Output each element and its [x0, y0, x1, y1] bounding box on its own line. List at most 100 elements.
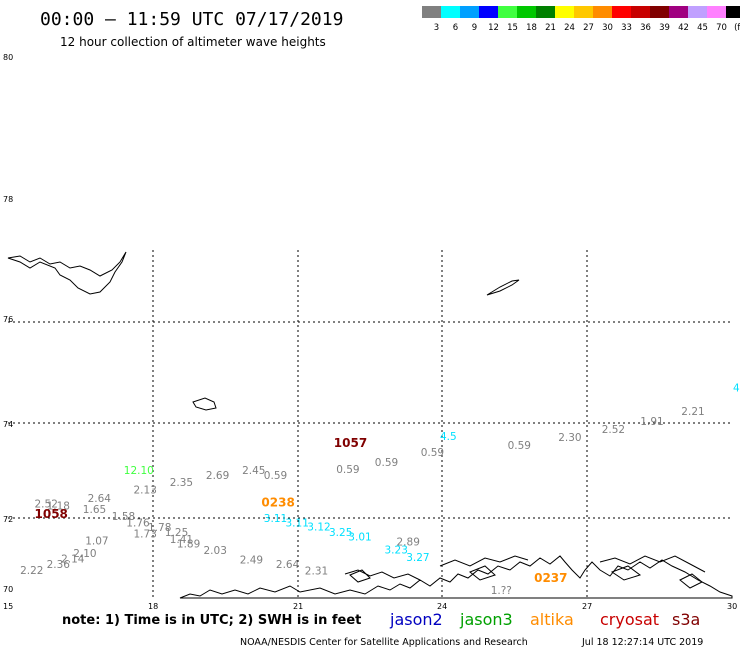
norway-coast — [179, 555, 733, 599]
footer-timestamp: Jul 18 12:27:14 UTC 2019 — [581, 637, 703, 648]
mission-legend: jason2 jason3 altika cryosat s3a — [389, 610, 700, 629]
swh-value: 0.59 — [375, 457, 398, 469]
swh-value: 2.36 — [47, 559, 71, 571]
longitude-labels: 15 18 21 24 27 30 — [3, 602, 737, 611]
lat-label: 72 — [3, 515, 13, 524]
scale-label: 6 — [453, 23, 458, 33]
scale-swatch — [441, 6, 460, 18]
coast-islands — [349, 565, 703, 589]
lat-label: 78 — [3, 195, 13, 204]
scale-label: 9 — [472, 23, 477, 33]
scale-swatch — [460, 6, 479, 18]
scale-swatch — [726, 6, 740, 18]
map-subtitle: 12 hour collection of altimeter wave hei… — [60, 35, 326, 49]
scale-label: 18 — [526, 23, 537, 33]
lon-label: 21 — [293, 602, 303, 611]
lat-label: 80 — [3, 53, 13, 62]
swh-value: 2.10 — [73, 548, 96, 560]
norway-fjords — [344, 555, 706, 581]
swh-value: 0.59 — [264, 470, 287, 482]
mission-label: jason3 — [459, 610, 513, 629]
scale-swatch — [517, 6, 536, 18]
bear-island — [192, 397, 217, 411]
scale-label: 45 — [697, 23, 708, 33]
swh-value: 1.89 — [177, 538, 200, 550]
mission-label: jason2 — [389, 610, 443, 629]
swh-value-jason3: 12.10 — [124, 465, 154, 477]
swh-value: 1.58 — [112, 511, 135, 523]
swh-value: 2.45 — [242, 465, 265, 477]
pass-time-label: 1058 — [35, 507, 68, 521]
swh-value: 1.25 — [165, 527, 188, 539]
footer-credit: NOAA/NESDIS Center for Satellite Applica… — [240, 637, 528, 648]
scale-label: 36 — [640, 23, 651, 33]
swh-value: 2.89 — [397, 536, 420, 548]
swh-value: 1.78 — [148, 522, 171, 534]
swh-value-jason2: 3.27 — [406, 552, 429, 564]
scale-swatch — [593, 6, 612, 18]
swh-value: 1.18 — [47, 500, 70, 512]
scale-label: 33 — [621, 23, 632, 33]
swh-value: 1.91 — [640, 416, 663, 428]
scale-swatch — [498, 6, 517, 18]
swh-value: 2.69 — [206, 470, 229, 482]
scale-swatch — [688, 6, 707, 18]
hopen-island — [486, 279, 520, 296]
swh-value: 0.59 — [508, 440, 531, 452]
swh-value: 2.13 — [134, 485, 157, 497]
scale-label: 42 — [678, 23, 689, 33]
swh-value-jason2: 3.25 — [329, 527, 352, 539]
pass-time-label: 0238 — [261, 495, 294, 509]
swh-value: 1.76 — [126, 518, 150, 530]
mission-label: altika — [530, 610, 574, 629]
swh-value: 2.52 — [602, 424, 625, 436]
scale-swatch — [650, 6, 669, 18]
lon-label: 15 — [3, 602, 13, 611]
scale-label: 30 — [602, 23, 613, 33]
swh-value: 2.64 — [276, 559, 300, 571]
swh-value: 1.65 — [83, 504, 106, 516]
scale-swatch — [669, 6, 688, 18]
lat-label: 74 — [3, 420, 13, 429]
scale-label: 70 — [716, 23, 727, 33]
lon-label: 27 — [582, 602, 592, 611]
swh-value: 0.59 — [421, 447, 444, 459]
swh-value: 1.41 — [170, 534, 193, 546]
scale-label: 15 — [507, 23, 518, 33]
swh-value-jason2: 4. — [733, 383, 740, 395]
pass-time-label: 0237 — [534, 571, 567, 585]
swh-value: 2.14 — [61, 554, 85, 566]
coastlines — [7, 251, 733, 599]
swh-value: 2.52 — [35, 498, 58, 510]
scale-label: 27 — [583, 23, 594, 33]
swh-value: 0.59 — [336, 464, 359, 476]
swh-value-jason2: 3.12 — [307, 521, 330, 533]
swh-value: 2.64 — [88, 493, 112, 505]
lon-label: 30 — [727, 602, 737, 611]
swh-value-jason2: 3.11 — [264, 513, 287, 525]
pass-time-label: 1057 — [334, 436, 367, 450]
scale-swatch — [574, 6, 593, 18]
swh-value: 2.03 — [204, 545, 227, 557]
scale-label: 39 — [659, 23, 670, 33]
mission-label: cryosat — [600, 610, 659, 629]
swh-value-jason2: 3.23 — [385, 545, 408, 557]
scale-label: 3 — [434, 23, 439, 33]
scale-swatch — [707, 6, 726, 18]
swh-value: 1.73 — [134, 529, 157, 541]
scale-label: 24 — [564, 23, 575, 33]
mission-label: s3a — [672, 610, 700, 629]
map-title: 00:00 – 11:59 UTC 07/17/2019 — [40, 9, 343, 30]
scale-label: 21 — [545, 23, 556, 33]
lat-label: 70 — [3, 585, 13, 594]
scale-label: 12 — [488, 23, 499, 33]
swh-value-jason2: 3.01 — [348, 532, 371, 544]
swh-value: 1.07 — [85, 536, 108, 548]
altimeter-tracks: 2.211.912.522.300.590.590.590.590.592.45… — [20, 383, 740, 597]
scale-label: (ft) — [734, 23, 740, 33]
scale-swatch — [479, 6, 498, 18]
scale-swatch — [612, 6, 631, 18]
scale-swatch — [631, 6, 650, 18]
